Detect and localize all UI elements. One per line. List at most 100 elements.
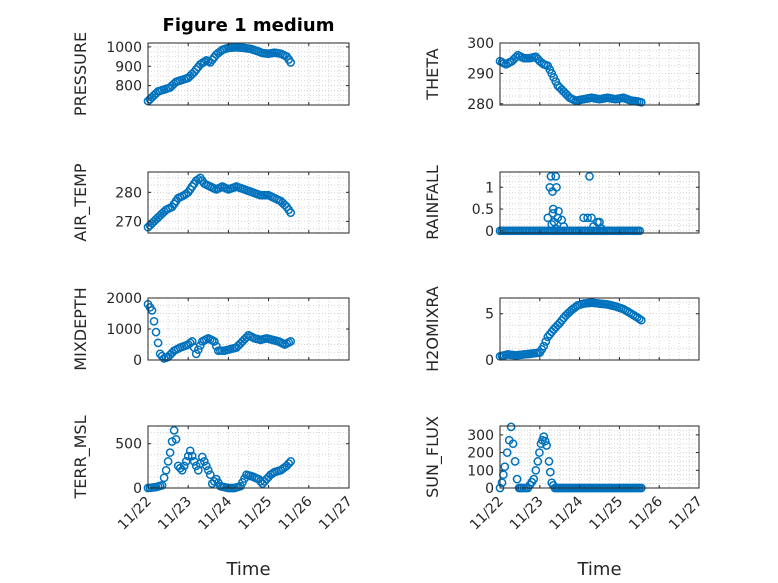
y-axis-label: MIXDEPTH [71, 287, 90, 370]
axes-box [147, 42, 350, 106]
data-point [585, 172, 594, 181]
y-tick-label: 0.5 [472, 202, 494, 218]
data-point [171, 434, 181, 444]
y-tick-label: 900 [115, 59, 142, 75]
data-point [551, 172, 561, 181]
data-point [197, 452, 207, 462]
data-point [531, 465, 541, 475]
y-axis-label: TERR_MSL [71, 415, 91, 499]
data-point [543, 213, 553, 223]
data-point [163, 457, 173, 466]
y-tick-label: 5 [485, 307, 494, 323]
x-tick-label: 11/27 [666, 494, 706, 534]
y-tick-label: 0 [485, 481, 494, 497]
data-point [510, 457, 520, 466]
y-tick-label: 0 [485, 224, 494, 240]
data-point [545, 467, 555, 477]
y-axis-label: THETA [423, 48, 442, 100]
data-point [539, 341, 549, 351]
data-point [191, 349, 201, 359]
data-point [209, 477, 219, 486]
data-point [151, 327, 161, 337]
x-tick-label: 11/24 [195, 493, 235, 533]
data-point [508, 439, 518, 449]
subplot-5: 0 1000 2000 MIXDEPTH [71, 287, 350, 371]
data-point [546, 172, 556, 181]
data-point [497, 478, 507, 488]
y-axis-label: SUN_FLUX [423, 416, 443, 498]
subplot-2: 280 290 300 THETA [423, 36, 700, 113]
data-point [286, 457, 296, 466]
y-axis-label: PRESSURE [71, 32, 90, 116]
x-axis-label: Time [225, 559, 270, 580]
y-tick-label: 300 [467, 428, 494, 444]
data-point [552, 182, 561, 192]
y-axis-label: AIR_TEMP [71, 163, 91, 241]
subplot-6: 0 5 H2OMIXRA [423, 286, 700, 372]
y-tick-label: 270 [115, 214, 142, 230]
data-point [506, 422, 516, 432]
y-tick-label: 800 [115, 79, 142, 95]
axes-box [147, 425, 350, 489]
y-tick-label: 300 [467, 36, 494, 52]
data-point [161, 465, 171, 475]
y-tick-label: 290 [467, 66, 494, 82]
data-point [193, 345, 203, 355]
data-point [636, 315, 646, 325]
data-point [634, 314, 644, 324]
axes-box [147, 171, 350, 234]
subplot-7: 0 500 11/22 11/23 11/24 11/25 11/26 11/27 TERR_M… [71, 415, 356, 580]
axes-box [499, 171, 700, 234]
data-point [535, 448, 544, 457]
data-point [203, 465, 213, 475]
x-tick-label: 11/23 [507, 494, 547, 534]
x-tick-label: 11/25 [586, 494, 626, 534]
data-point [548, 204, 558, 214]
y-tick-label: 2000 [106, 291, 142, 307]
data-point [159, 473, 169, 483]
data-point [512, 474, 522, 484]
data-point [548, 209, 558, 218]
y-tick-label: 200 [467, 446, 494, 462]
data-point [529, 474, 539, 484]
axes-box [499, 425, 700, 489]
y-tick-label: 1000 [106, 322, 142, 338]
data-point [201, 461, 211, 471]
data-point [177, 465, 187, 475]
data-point [544, 457, 554, 466]
x-tick-label: 11/23 [155, 494, 195, 534]
data-point [559, 222, 569, 231]
figure-title: Figure 1 medium [163, 15, 335, 36]
data-point [540, 436, 550, 446]
y-axis-label: H2OMIXRA [423, 286, 442, 372]
y-tick-label: 1 [485, 180, 494, 196]
data-point [209, 337, 219, 346]
data-point [533, 457, 543, 466]
data-point [183, 451, 193, 461]
y-tick-label: 0 [133, 353, 142, 369]
y-tick-label: 0 [485, 353, 494, 369]
subplot-3: 270 280 AIR_TEMP [71, 163, 350, 242]
x-tick-label: 11/27 [316, 494, 356, 534]
data-point [286, 58, 296, 67]
data-point [597, 224, 606, 233]
x-tick-label: 11/26 [276, 493, 316, 533]
x-tick-label: 11/22 [467, 494, 507, 534]
data-point [587, 213, 596, 223]
subplot-4: 0 0.5 1 RAINFALL [423, 165, 700, 240]
y-axis-label: RAINFALL [423, 165, 442, 240]
data-point [242, 332, 251, 342]
x-tick-label: 11/24 [547, 493, 587, 533]
data-point [286, 208, 296, 218]
x-tick-label: 11/26 [626, 493, 666, 533]
data-point [542, 441, 551, 450]
data-point [547, 219, 557, 229]
y-tick-label: 0 [133, 481, 142, 497]
data-point [511, 52, 521, 62]
data-point [541, 337, 551, 346]
x-tick-label: 11/25 [236, 494, 276, 534]
data-point [185, 446, 195, 456]
data-point [181, 457, 191, 466]
